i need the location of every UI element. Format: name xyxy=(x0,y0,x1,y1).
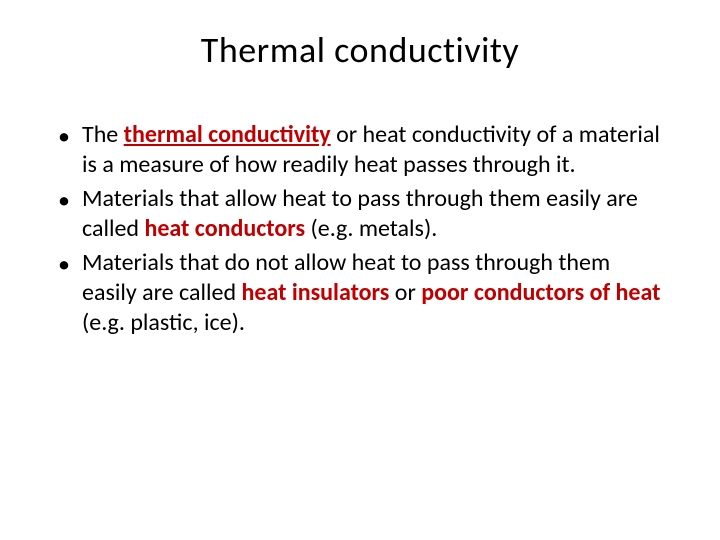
slide: Thermal conductivity •The thermal conduc… xyxy=(0,0,720,540)
bullet-item: •Materials that allow heat to pass throu… xyxy=(58,184,670,244)
text-run: The xyxy=(82,120,124,149)
bullet-marker: • xyxy=(58,120,82,152)
term-run: heat insulators xyxy=(241,278,389,307)
term-run: thermal conductivity xyxy=(124,120,331,149)
bullet-text: Materials that do not allow heat to pass… xyxy=(82,248,670,338)
bullet-marker: • xyxy=(58,184,82,216)
bullet-marker: • xyxy=(58,248,82,280)
text-run: (e.g. metals). xyxy=(305,214,437,243)
slide-body: •The thermal conductivity or heat conduc… xyxy=(50,120,670,338)
term-run: poor conductors of heat xyxy=(421,278,660,307)
bullet-text: The thermal conductivity or heat conduct… xyxy=(82,120,670,180)
text-run: (e.g. plastic, ice). xyxy=(82,308,245,337)
bullet-item: •Materials that do not allow heat to pas… xyxy=(58,248,670,338)
term-run: heat conductors xyxy=(144,214,305,243)
text-run: or xyxy=(389,278,421,307)
bullet-text: Materials that allow heat to pass throug… xyxy=(82,184,670,244)
bullet-item: •The thermal conductivity or heat conduc… xyxy=(58,120,670,180)
slide-title: Thermal conductivity xyxy=(50,28,670,72)
